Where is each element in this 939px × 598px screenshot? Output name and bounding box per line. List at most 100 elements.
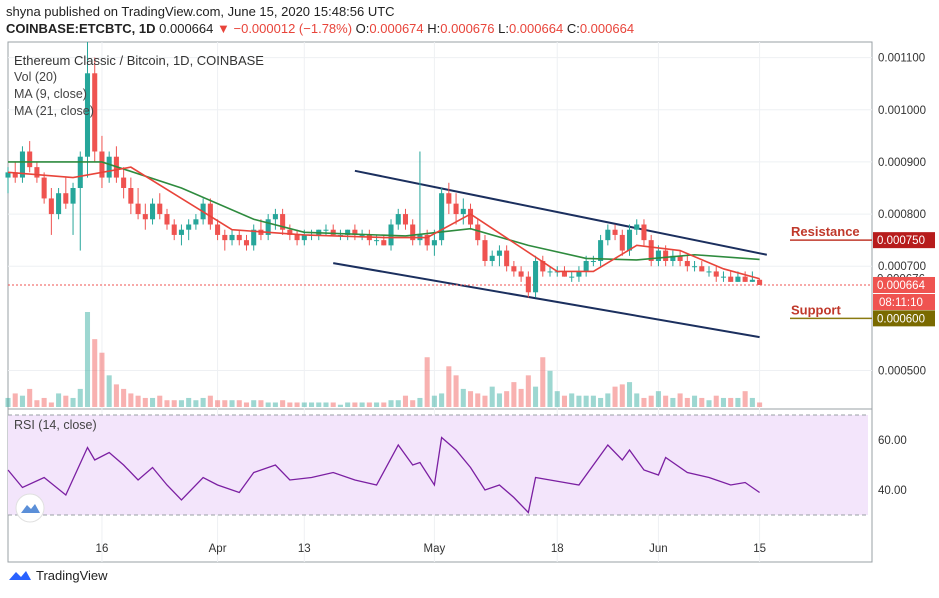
footer-brand[interactable]: TradingView: [8, 568, 108, 583]
volume-bar: [598, 397, 604, 407]
volume-bar: [352, 402, 358, 407]
candle: [222, 229, 228, 251]
candle-body: [475, 224, 481, 241]
candle-body: [547, 271, 553, 273]
volume-bar: [359, 402, 365, 407]
volume-bar: [590, 395, 596, 407]
candle: [243, 234, 250, 251]
volume-bar: [482, 395, 488, 407]
candle: [150, 198, 156, 225]
price-change: −0.000012 (−1.78%): [233, 21, 353, 36]
candle-body: [634, 224, 640, 230]
volume-bar: [251, 400, 257, 407]
candle: [84, 42, 91, 178]
candle: [287, 224, 293, 241]
candle-body: [330, 229, 336, 235]
candle-body: [511, 266, 517, 272]
volume-bar: [692, 395, 698, 407]
volume-bar: [410, 400, 416, 407]
volume-bar: [229, 400, 235, 407]
price-tick-label: 0.001000: [878, 105, 926, 117]
countdown-label: 08:11:10: [879, 297, 923, 309]
volume-bar: [106, 375, 112, 407]
candle-body: [243, 240, 250, 246]
close-value: 0.000664: [579, 21, 635, 36]
volume-bar: [439, 393, 445, 407]
volume-bar: [222, 400, 228, 407]
candle-body: [598, 240, 604, 261]
volume-bar: [200, 397, 206, 407]
candle-body: [280, 214, 286, 230]
candle-body: [692, 266, 698, 268]
candle: [142, 203, 148, 230]
candle-body: [655, 250, 661, 261]
candle-body: [735, 276, 741, 282]
candle: [27, 141, 33, 173]
candle: [525, 271, 531, 298]
volume-bar: [92, 339, 98, 407]
volume-bar: [735, 397, 741, 407]
volume-bar: [561, 395, 567, 407]
candle-body: [294, 234, 300, 241]
volume-bar: [742, 391, 748, 407]
volume-bar: [316, 402, 322, 407]
candle-body: [157, 203, 163, 215]
candle-body: [460, 208, 466, 215]
candle: [135, 188, 141, 220]
candle-body: [670, 255, 676, 261]
candle: [294, 229, 300, 246]
candle-body: [272, 214, 278, 220]
candle-body: [431, 240, 437, 246]
candle-body: [605, 229, 611, 241]
high-value: 0.000676: [440, 21, 495, 36]
volume-bar: [12, 393, 18, 407]
support-label: Support: [791, 302, 841, 317]
rsi-legend: RSI (14, close): [14, 418, 97, 432]
candle-body: [164, 214, 170, 225]
candle-body: [699, 266, 705, 272]
candle: [576, 266, 582, 282]
candle-body: [186, 224, 192, 230]
candle-body: [533, 261, 539, 293]
price-tick-label: 0.000500: [878, 366, 926, 378]
candle-body: [171, 224, 177, 235]
candle: [547, 266, 553, 277]
candle-body: [446, 193, 452, 204]
countdown-bg: [873, 293, 935, 310]
volume-bar: [243, 402, 250, 407]
candle: [720, 271, 726, 282]
candle-body: [287, 229, 293, 235]
volume-bar: [583, 395, 589, 407]
volume-bar: [670, 397, 676, 407]
volume-bar: [5, 397, 11, 407]
tradingview-logo-icon: [9, 570, 31, 580]
volume-bar: [309, 402, 315, 407]
candle-body: [236, 234, 242, 241]
candle: [677, 250, 683, 267]
volume-bar: [554, 391, 560, 407]
candle-body: [504, 250, 510, 267]
time-tick-label: Jun: [649, 543, 668, 555]
candle-body: [381, 240, 387, 246]
rsi-tick-label: 40.00: [878, 485, 907, 497]
volume-bar: [504, 391, 510, 407]
candle-body: [63, 193, 69, 204]
volume-bar: [207, 395, 213, 407]
candle-body: [121, 177, 127, 188]
candle-body: [48, 198, 54, 215]
candle: [619, 229, 625, 256]
candle-body: [402, 214, 409, 225]
candle-body: [453, 203, 459, 215]
candle: [460, 198, 466, 225]
volume-bar: [648, 395, 654, 407]
candle-body: [5, 172, 11, 178]
volume-bar: [280, 400, 286, 407]
candle: [533, 255, 539, 298]
candle-body: [77, 156, 83, 188]
close-label: C:: [566, 21, 580, 36]
volume-bar: [193, 400, 199, 407]
volume-bar: [294, 402, 300, 407]
candle-body: [323, 229, 329, 231]
candle: [598, 234, 604, 267]
